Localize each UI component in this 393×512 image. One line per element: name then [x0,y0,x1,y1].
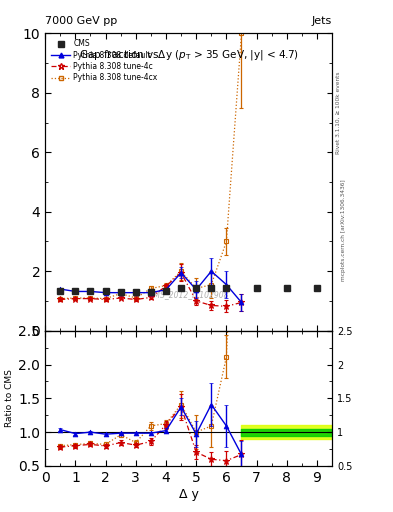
Y-axis label: Ratio to CMS: Ratio to CMS [5,369,14,427]
Text: Rivet 3.1.10, ≥ 100k events: Rivet 3.1.10, ≥ 100k events [336,71,341,154]
Legend: CMS, Pythia 8.308 default, Pythia 8.308 tune-4c, Pythia 8.308 tune-4cx: CMS, Pythia 8.308 default, Pythia 8.308 … [49,37,160,84]
Text: 7000 GeV pp: 7000 GeV pp [45,15,118,26]
Text: Jets: Jets [312,15,332,26]
Text: CMS_2012_I1102908: CMS_2012_I1102908 [149,290,229,300]
Text: Gap fraction vs$\Delta$y ($p_{\rm T}$ > 35 GeV, |y| < 4.7): Gap fraction vs$\Delta$y ($p_{\rm T}$ > … [79,48,299,62]
Text: mcplots.cern.ch [arXiv:1306.3436]: mcplots.cern.ch [arXiv:1306.3436] [341,180,346,281]
X-axis label: Δ y: Δ y [179,487,198,501]
